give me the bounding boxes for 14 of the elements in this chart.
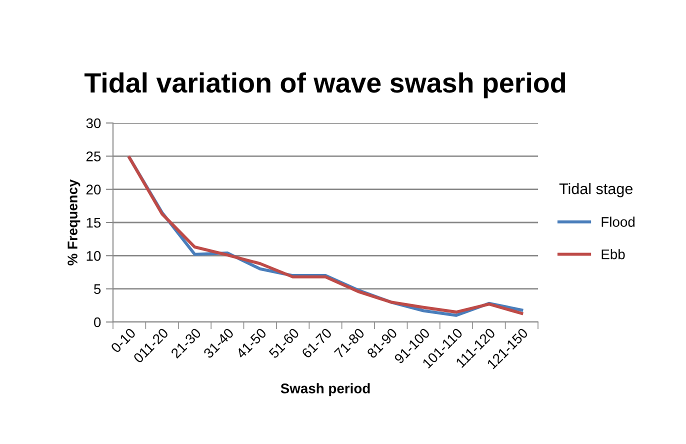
legend-label: Ebb: [602, 249, 625, 260]
y-tick-label: 5: [94, 284, 101, 294]
x-axis-title: Swash period: [280, 383, 370, 396]
y-tick-label: 15: [86, 218, 101, 228]
legend-title: Tidal stage: [559, 182, 632, 198]
x-tick-label: 0-10: [110, 328, 136, 354]
y-tick-label: 10: [86, 251, 101, 261]
y-tick-label: 20: [86, 184, 101, 195]
y-tick-label: 30: [86, 118, 101, 128]
y-axis-title: % Frequency: [68, 179, 80, 266]
chart-title: Tidal variation of wave swash period: [84, 72, 566, 98]
y-tick-label: 0: [94, 317, 101, 328]
y-tick-label: 25: [86, 152, 101, 162]
legend-label: Flood: [602, 216, 635, 227]
